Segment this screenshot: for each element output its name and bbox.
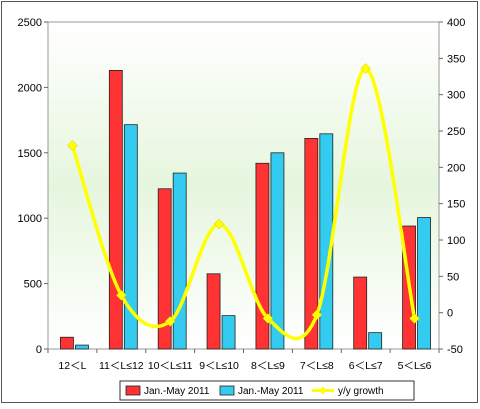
legend-label: Jan.-May 2011 [238,386,304,397]
legend: Jan.-May 2011 Jan.-May 2011 y/y growth [119,380,415,401]
legend-box [119,380,415,401]
right-tick-label: 400 [447,17,465,29]
category-label: 12＜L [58,360,86,372]
growth-point-marker [262,313,274,324]
right-tick-label: -50 [447,344,463,356]
growth-point-marker [409,313,420,324]
right-tick-label: 0 [447,308,453,320]
legend-swatch [219,385,235,396]
right-tick-label: 250 [447,126,465,138]
right-axis: -50 0 50 100 150 200 250 300 350 400 [439,17,465,356]
growth-line [67,63,420,341]
bar-red [206,273,221,350]
plot-area [47,21,440,350]
left-tick-label: 1500 [18,148,42,160]
legend-label: Jan.-May 2011 [144,386,210,397]
category-label: 9＜L≤10 [199,360,239,372]
category-label: 10＜L≤11 [148,360,193,372]
right-tick-label: 50 [447,271,459,283]
right-tick-label: 100 [447,235,465,247]
bar-blue [75,344,89,350]
bar-red [108,69,123,350]
left-tick-label: 500 [24,279,42,291]
growth-point-marker [213,218,225,230]
right-tick-label: 350 [447,53,465,65]
bar-red [157,188,172,350]
left-tick-label: 2000 [18,82,42,94]
legend-label: y/y growth [338,386,384,397]
growth-point-marker [115,289,127,301]
bar-blue [221,315,236,350]
legend-line-marker [319,386,327,395]
growth-point-marker [67,140,78,151]
left-tick-label: 2500 [18,17,42,29]
chart-frame: 0 500 1000 1500 2000 2500 -50 0 50 100 150 200 250 3… [1,1,478,403]
bar-red [353,276,368,350]
category-labels: 12＜L 11＜L≤12 10＜L≤11 9＜L≤10 8＜L≤9 7＜L≤8 6＜L≤7 5… [47,349,440,372]
bar-blue [270,152,285,350]
growth-point-marker [311,309,323,321]
bar-red [304,138,319,350]
legend-swatch [125,385,141,396]
bar-blue [123,124,138,350]
growth-point-marker [164,316,176,327]
right-tick-label: 300 [447,90,465,102]
right-tick-label: 150 [447,199,465,211]
left-tick-label: 0 [36,344,42,356]
category-label: 5＜L≤6 [398,360,432,372]
category-label: 7＜L≤8 [300,360,334,372]
left-tick-label: 1000 [18,213,42,225]
category-label: 6＜L≤7 [349,360,383,372]
bar-red [60,336,74,350]
left-axis: 0 500 1000 1500 2000 2500 [18,17,48,356]
growth-point-marker [360,63,372,74]
category-label: 8＜L≤9 [251,360,285,372]
category-label: 11＜L≤12 [99,360,144,372]
bar-blue [172,172,187,350]
chart-svg: 0 500 1000 1500 2000 2500 -50 0 50 100 150 200 250 3… [18,17,465,401]
bar-marks [60,69,431,350]
right-tick-label: 200 [447,162,465,174]
bar-blue [417,217,431,350]
bar-blue [368,332,383,350]
